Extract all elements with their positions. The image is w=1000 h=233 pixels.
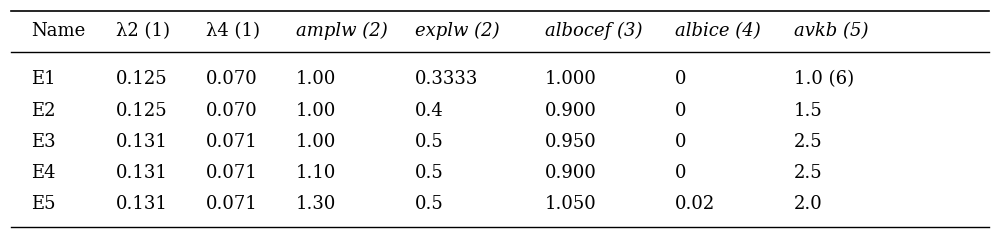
Text: 0: 0	[675, 133, 686, 151]
Text: E1: E1	[31, 70, 56, 89]
Text: 0.071: 0.071	[206, 195, 258, 213]
Text: 1.5: 1.5	[794, 102, 823, 120]
Text: λ4 (1): λ4 (1)	[206, 22, 260, 40]
Text: explw (2): explw (2)	[415, 22, 500, 40]
Text: Name: Name	[31, 22, 86, 40]
Text: 1.050: 1.050	[545, 195, 597, 213]
Text: 0.125: 0.125	[116, 70, 168, 89]
Text: 1.00: 1.00	[296, 70, 336, 89]
Text: E2: E2	[31, 102, 56, 120]
Text: 0.131: 0.131	[116, 195, 168, 213]
Text: 0: 0	[675, 70, 686, 89]
Text: 0.3333: 0.3333	[415, 70, 479, 89]
Text: 0.900: 0.900	[545, 164, 597, 182]
Text: 2.5: 2.5	[794, 164, 823, 182]
Text: 1.00: 1.00	[296, 102, 336, 120]
Text: avkb (5): avkb (5)	[794, 22, 869, 40]
Text: 0.4: 0.4	[415, 102, 444, 120]
Text: albocef (3): albocef (3)	[545, 22, 642, 40]
Text: E5: E5	[31, 195, 56, 213]
Text: 0.131: 0.131	[116, 164, 168, 182]
Text: 0: 0	[675, 102, 686, 120]
Text: 0.950: 0.950	[545, 133, 597, 151]
Text: 2.5: 2.5	[794, 133, 823, 151]
Text: λ2 (1): λ2 (1)	[116, 22, 170, 40]
Text: 0: 0	[675, 164, 686, 182]
Text: E3: E3	[31, 133, 56, 151]
Text: 1.00: 1.00	[296, 133, 336, 151]
Text: 0.900: 0.900	[545, 102, 597, 120]
Text: 2.0: 2.0	[794, 195, 823, 213]
Text: 0.070: 0.070	[206, 102, 258, 120]
Text: 0.131: 0.131	[116, 133, 168, 151]
Text: 0.071: 0.071	[206, 133, 258, 151]
Text: 1.10: 1.10	[296, 164, 336, 182]
Text: 0.125: 0.125	[116, 102, 168, 120]
Text: 1.000: 1.000	[545, 70, 597, 89]
Text: E4: E4	[31, 164, 56, 182]
Text: 0.070: 0.070	[206, 70, 258, 89]
Text: 0.5: 0.5	[415, 195, 444, 213]
Text: 1.30: 1.30	[296, 195, 336, 213]
Text: amplw (2): amplw (2)	[296, 22, 387, 40]
Text: 0.071: 0.071	[206, 164, 258, 182]
Text: 0.5: 0.5	[415, 164, 444, 182]
Text: albice (4): albice (4)	[675, 22, 760, 40]
Text: 0.02: 0.02	[675, 195, 715, 213]
Text: 0.5: 0.5	[415, 133, 444, 151]
Text: 1.0 (6): 1.0 (6)	[794, 70, 854, 89]
